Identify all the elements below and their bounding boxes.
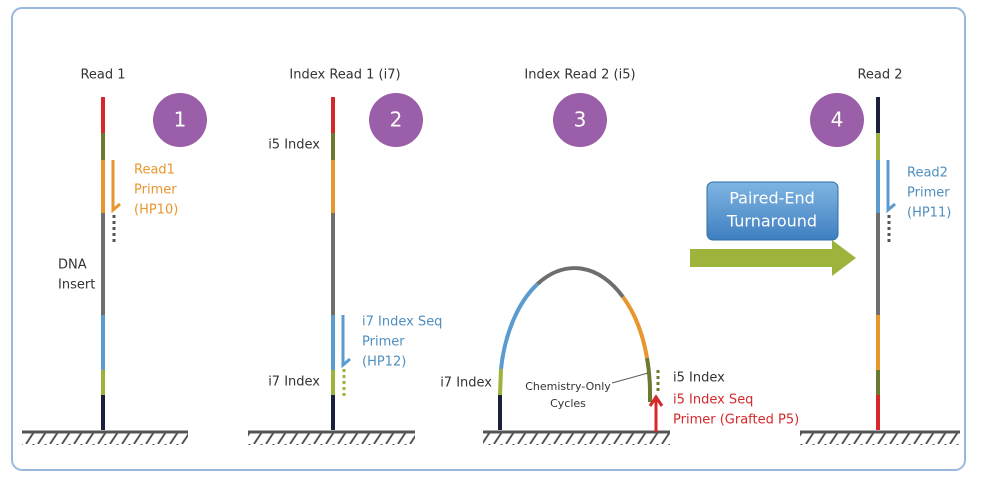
turnaround-arrow — [690, 240, 856, 276]
panel-title: Index Read 2 (i5) — [524, 68, 635, 83]
turnaround-text: Paired-End — [729, 189, 815, 208]
primer-label: Primer — [907, 186, 950, 201]
panel-title: Read 2 — [857, 68, 902, 83]
step-number: 3 — [574, 108, 587, 132]
primer-label: Primer — [362, 335, 405, 350]
label: Chemistry-Only — [525, 380, 611, 393]
turnaround-box — [706, 181, 839, 241]
primer-label: (HP10) — [134, 203, 178, 218]
primer-label: i7 Index Seq — [362, 315, 442, 330]
step-number: 1 — [174, 108, 187, 132]
frame — [11, 7, 966, 471]
primer-label: (HP12) — [362, 355, 406, 370]
label: Insert — [58, 278, 95, 293]
label: i7 Index — [440, 376, 492, 391]
arch-strand — [498, 266, 664, 432]
primer-label: Primer (Grafted P5) — [673, 413, 799, 428]
label: DNA — [58, 258, 87, 273]
panel-title: Read 1 — [80, 68, 125, 83]
primer-label: (HP11) — [907, 206, 951, 221]
step-number: 2 — [390, 108, 403, 132]
label: i5 Index — [673, 371, 725, 386]
primer-label: Primer — [134, 183, 177, 198]
turnaround-text: Turnaround — [726, 212, 817, 231]
label: i7 Index — [268, 375, 320, 390]
label: Cycles — [550, 397, 586, 410]
step-circles — [153, 93, 864, 147]
primer-label: Read2 — [907, 166, 948, 181]
panel-title: Index Read 1 (i7) — [289, 68, 400, 83]
strand — [331, 97, 351, 430]
label: i5 Index — [268, 138, 320, 153]
grounds — [22, 430, 960, 445]
primer-label: Read1 — [134, 163, 175, 178]
primer-label: i5 Index Seq — [673, 393, 753, 408]
strand — [876, 97, 896, 430]
step-number: 4 — [831, 108, 844, 132]
strand — [101, 97, 121, 430]
